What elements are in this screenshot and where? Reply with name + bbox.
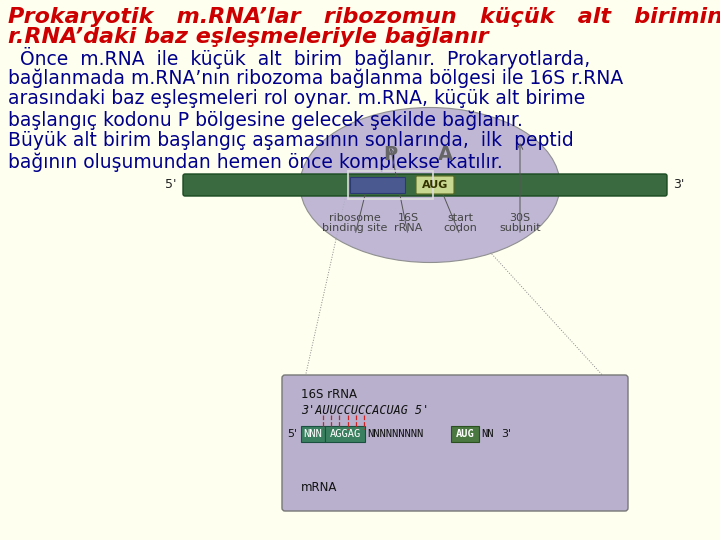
- FancyBboxPatch shape: [282, 375, 628, 511]
- Text: NNNNNNNNN: NNNNNNNNN: [367, 429, 423, 439]
- Text: arasındaki baz eşleşmeleri rol oynar. m.RNA, küçük alt birime: arasındaki baz eşleşmeleri rol oynar. m.…: [8, 89, 585, 108]
- Text: 30S: 30S: [510, 213, 531, 223]
- Text: 16S: 16S: [397, 213, 418, 223]
- Text: AGGAG: AGGAG: [329, 429, 361, 439]
- FancyBboxPatch shape: [416, 176, 454, 194]
- Text: rRNA: rRNA: [394, 223, 422, 233]
- Text: P: P: [383, 145, 397, 165]
- Text: start: start: [447, 213, 473, 223]
- Text: mRNA: mRNA: [301, 481, 338, 494]
- Text: codon: codon: [443, 223, 477, 233]
- Text: AUG: AUG: [456, 429, 474, 439]
- Text: 3': 3': [673, 179, 685, 192]
- Text: r.RNA’daki baz eşleşmeleriyle bağlanır: r.RNA’daki baz eşleşmeleriyle bağlanır: [8, 27, 489, 47]
- FancyBboxPatch shape: [183, 174, 667, 196]
- Text: 16S rRNA: 16S rRNA: [301, 388, 357, 401]
- Text: 3': 3': [501, 429, 511, 439]
- Text: Büyük alt birim başlangıç aşamasının sonlarında,  ilk  peptid: Büyük alt birim başlangıç aşamasının son…: [8, 131, 574, 150]
- Text: AUG: AUG: [422, 180, 448, 190]
- Text: bağının oluşumundan hemen önce komplekse katılır.: bağının oluşumundan hemen önce komplekse…: [8, 152, 503, 172]
- Ellipse shape: [300, 107, 560, 262]
- Bar: [301, 426, 325, 442]
- Text: A: A: [438, 145, 453, 165]
- Bar: [350, 177, 405, 193]
- Text: 5': 5': [166, 179, 177, 192]
- Text: ribosome: ribosome: [329, 213, 381, 223]
- Text: bağlanmada m.RNA’nın ribozoma bağlanma bölgesi ile 16S r.RNA: bağlanmada m.RNA’nın ribozoma bağlanma b…: [8, 68, 624, 87]
- Text: başlangıç kodonu P bölgesine gelecek şekilde bağlanır.: başlangıç kodonu P bölgesine gelecek şek…: [8, 110, 523, 130]
- Text: Önce  m.RNA  ile  küçük  alt  birim  bağlanır.  Prokaryotlarda,: Önce m.RNA ile küçük alt birim bağlanır.…: [8, 47, 590, 69]
- Bar: [451, 426, 479, 442]
- Bar: [325, 426, 365, 442]
- Text: Prokaryotik   m.RNA’lar   ribozomun   küçük   alt   birimine: Prokaryotik m.RNA’lar ribozomun küçük al…: [8, 7, 720, 27]
- Text: NN: NN: [481, 429, 493, 439]
- Text: 3'AUUCCUCCACUAG 5': 3'AUUCCUCCACUAG 5': [301, 403, 429, 416]
- Text: NNN: NNN: [304, 429, 323, 439]
- Text: 5': 5': [287, 429, 297, 439]
- Bar: [348, 171, 433, 199]
- Text: binding site: binding site: [323, 223, 387, 233]
- Text: subunit: subunit: [499, 223, 541, 233]
